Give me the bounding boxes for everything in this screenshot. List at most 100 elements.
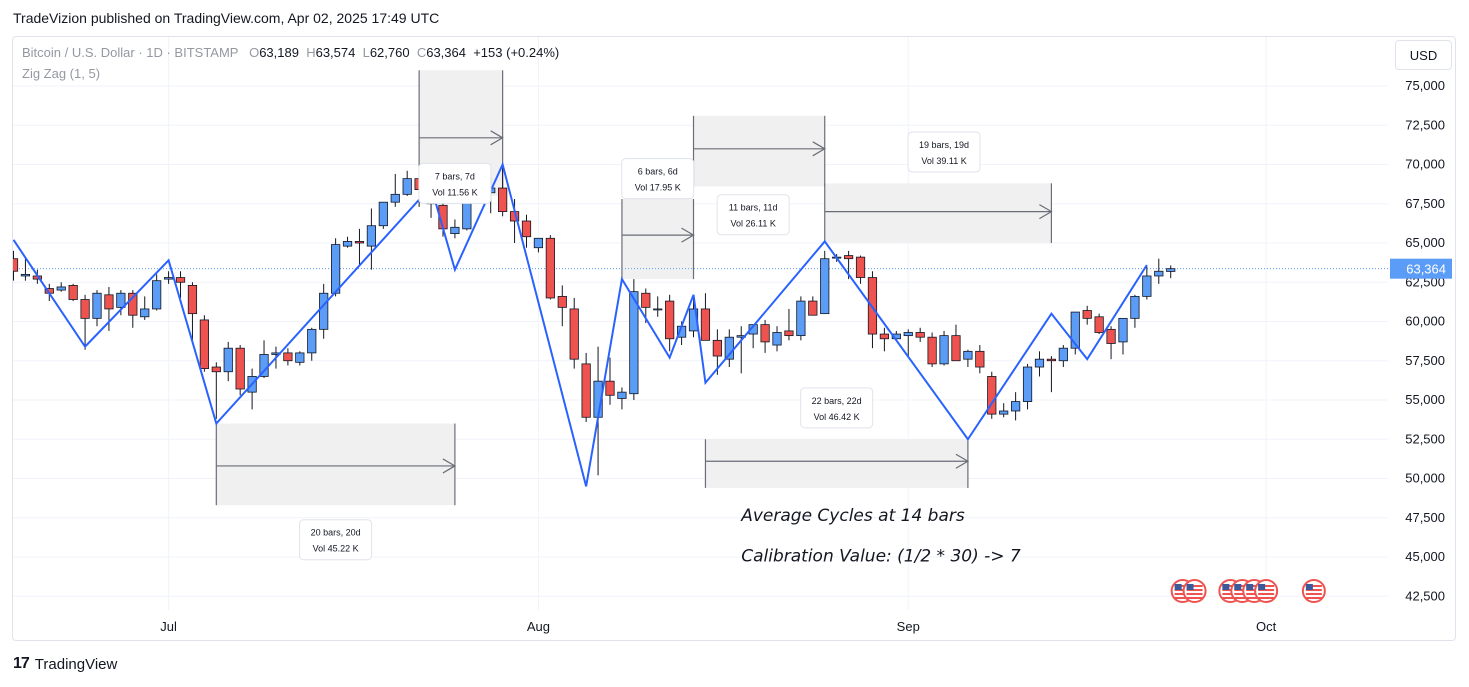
candle-body-up (1154, 270, 1164, 277)
candle-body-up (342, 241, 353, 247)
candle (593, 346, 603, 476)
candle-body-down (808, 300, 818, 316)
measure-label-box (716, 194, 790, 236)
tradingview-logo[interactable]: 17 TradingView (13, 655, 117, 673)
date-range-measure (704, 439, 970, 488)
event-flag-stripe (1305, 597, 1322, 599)
candle (927, 332, 937, 368)
event-flag-stripe (1305, 589, 1322, 591)
measure-label: 6 bars, 6d Vol 17.95 K (621, 158, 695, 200)
candle-body-down (104, 294, 114, 310)
high-value: 63,574 (315, 45, 356, 60)
candle-body-up (390, 193, 400, 203)
close-label: C (416, 45, 427, 60)
indicator-legend[interactable]: Zig Zag (1, 5) (22, 66, 101, 81)
candle-body-down (1082, 310, 1092, 319)
event-flag-stripe (1305, 585, 1322, 587)
candle (1130, 294, 1140, 328)
candle-body-down (68, 284, 78, 300)
candle (617, 387, 627, 410)
measure-arrow-head (955, 453, 970, 469)
candle-body-up (772, 332, 782, 346)
candle (307, 327, 317, 361)
measure-label: 11 bars, 11d Vol 26.11 K (716, 194, 790, 236)
candle (951, 324, 961, 362)
measure-label-box (299, 519, 373, 561)
candle (1094, 313, 1104, 335)
event-flag-stripe (1246, 597, 1263, 599)
event-flag-stripe (1246, 585, 1263, 587)
candle-body-up (402, 178, 412, 195)
candle-body-up (939, 335, 949, 365)
candle (855, 255, 866, 284)
candle-body-down (784, 330, 794, 337)
candle-body-down (199, 319, 209, 369)
candle-body-down (641, 292, 651, 308)
candle-body-up (20, 273, 31, 277)
candle (987, 371, 997, 419)
candle-body-down (128, 292, 138, 316)
event-flag-canton (1174, 584, 1182, 590)
symbol-title[interactable]: Bitcoin / U.S. Dollar · 1D · BITSTAMP (22, 45, 239, 60)
tradingview-brand: TradingView (34, 655, 118, 673)
event-flag-canton (1305, 584, 1313, 590)
candle (402, 170, 412, 196)
candle (1034, 351, 1045, 377)
measure-arrow-head (681, 227, 695, 243)
event-flag-stripe (1258, 597, 1275, 599)
candle (1046, 356, 1057, 393)
candle-body-up (163, 277, 174, 280)
candle (163, 271, 174, 284)
candle (140, 296, 150, 320)
measure-bars-text: 11 bars, 11d (729, 203, 778, 213)
measure-volume-text: Vol 39.11 K (921, 156, 966, 166)
candle-body-up (140, 308, 150, 318)
zigzag-line (13, 161, 1148, 487)
currency-button[interactable]: USD (1395, 40, 1452, 70)
event-flag-stripe (1174, 593, 1191, 595)
candle-body-down (700, 308, 711, 341)
candle-body-down (175, 277, 186, 283)
price-axis-tick-label: 67,500 (1405, 196, 1445, 211)
candle-body-down (665, 300, 675, 340)
candle (498, 166, 508, 217)
candle (13, 250, 19, 281)
price-axis: 75,00072,50070,00067,50065,00062,50060,0… (1405, 78, 1445, 603)
candle (342, 236, 353, 248)
candle (366, 208, 377, 270)
candle-body-up (378, 201, 388, 227)
candle-body-down (844, 255, 854, 260)
candle (235, 345, 245, 396)
measure-box (824, 183, 1052, 243)
candle-body-down (545, 237, 555, 299)
price-axis-tick-label: 72,500 (1405, 117, 1445, 132)
text-annotation: Calibration Value: (1/2 * 30) -> 7 (741, 547, 1021, 567)
event-flag-canton (1186, 584, 1194, 590)
candle-body-down (855, 256, 866, 278)
candle-body-up (1118, 317, 1128, 343)
candle-body-up (1130, 295, 1140, 319)
price-axis-tick-label: 70,000 (1405, 157, 1445, 172)
candle-body-up (319, 292, 329, 330)
measure-volume-text: Vol 45.22 K (313, 544, 359, 554)
candle-body-up (533, 237, 544, 249)
price-axis-tick-label: 50,000 (1405, 471, 1445, 486)
candle (879, 327, 889, 352)
candle (939, 330, 949, 366)
event-flag-stripe (1258, 585, 1275, 587)
candle (915, 327, 925, 342)
measure-volume-text: Vol 26.11 K (730, 219, 775, 229)
event-flag-stripe (1234, 597, 1251, 599)
candle-body-down (1094, 316, 1104, 333)
candle-body-down (569, 308, 579, 360)
candle-body-up (963, 350, 973, 360)
candle (999, 403, 1009, 418)
candle (808, 296, 818, 316)
candle (1118, 317, 1128, 355)
candle (1011, 392, 1021, 421)
symbol-legend: Bitcoin / U.S. Dollar · 1D · BITSTAMP O6… (22, 45, 559, 60)
candle (283, 348, 293, 366)
date-range-measure (215, 423, 457, 506)
last-price-label-box (1390, 258, 1452, 279)
